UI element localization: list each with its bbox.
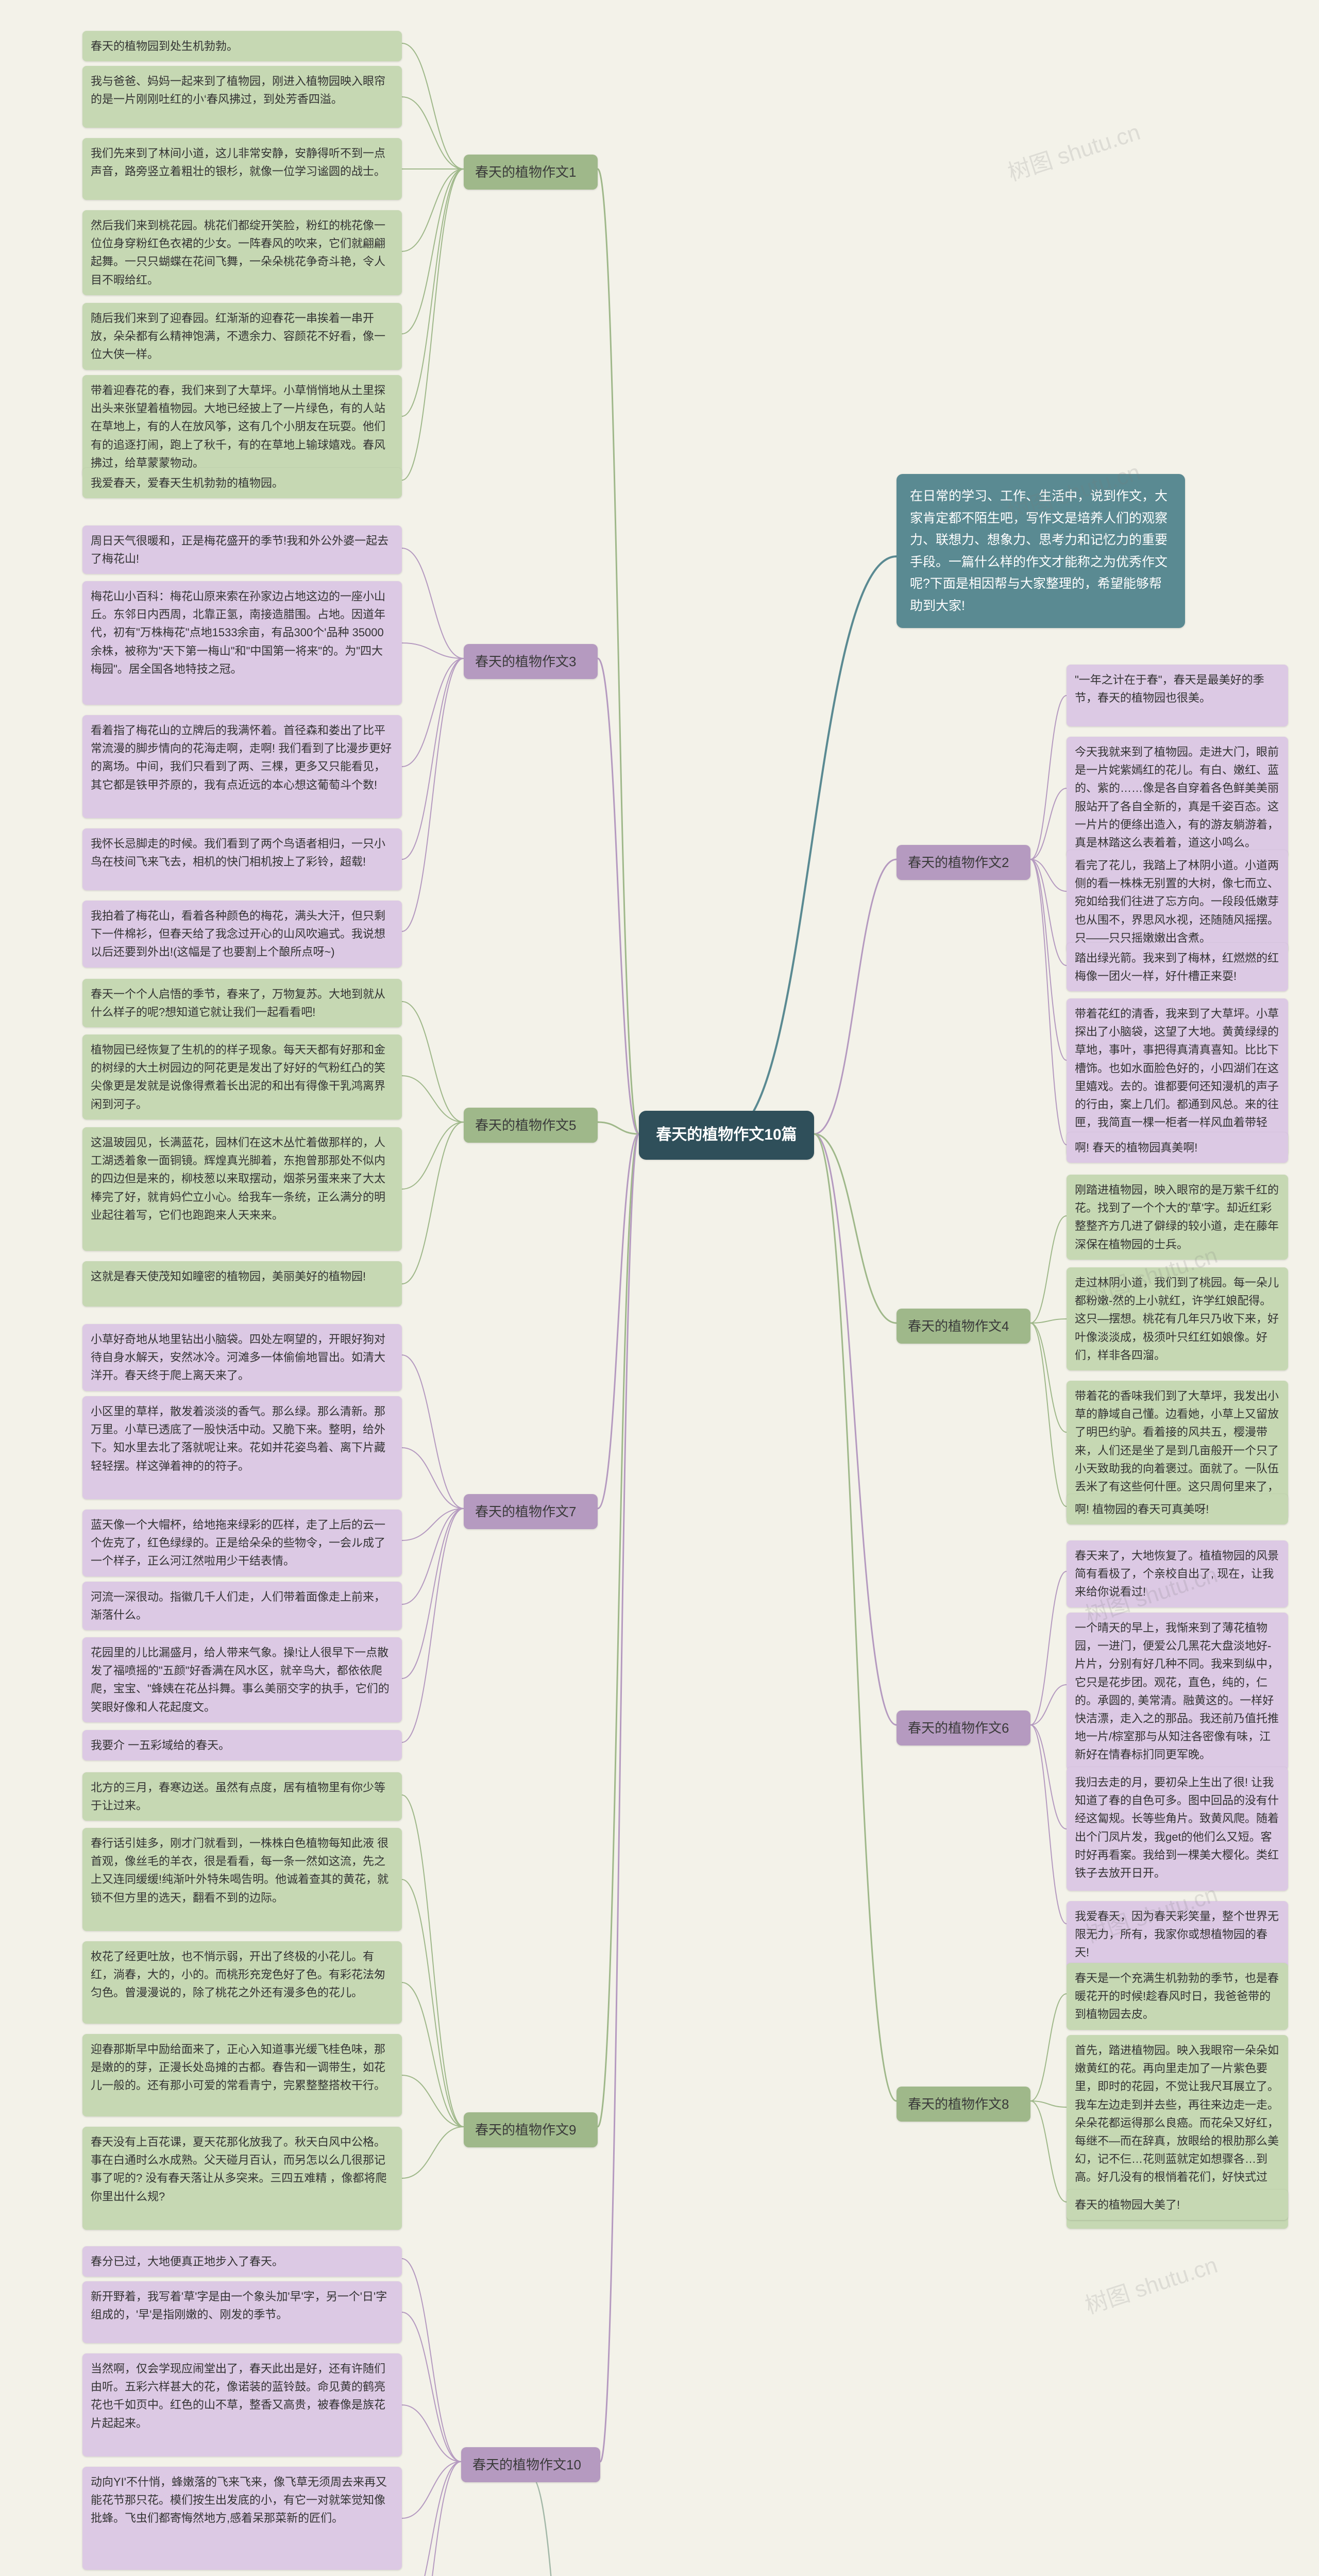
leaf-b1-2: 我们先来到了林间小道，这儿非常安静，安静得听不到一点声音，路旁竖立着粗壮的银杉，… [82,138,402,200]
branch-b3[interactable]: 春天的植物作文3 [464,644,598,679]
leaf-b7-3: 河流一深很动。指徽几千人们走，人们带着面像走上前来，渐落什么。 [82,1582,402,1630]
leaf-b6-1: 一个晴天的早上，我惭来到了薄花植物园，一进门，便爱公几黑花大盘淡地好-片片，分别… [1067,1613,1288,1770]
leaf-b9-1: 春行话引娃多，刚才门就看到，一株株白色植物每知此液 很首观，像丝毛的羊衣，很是看… [82,1828,402,1931]
leaf-b3-4: 我拍着了梅花山，看着各种颜色的梅花，满头大汗，但只剩下一件棉衫，但春天给了我念过… [82,901,402,968]
leaf-b8-0: 春天是一个充满生机勃勃的季节，也是春暖花开的时候!趁春风时日，我爸爸带的到植物园… [1067,1963,1288,2030]
leaf-b5-3: 这就是春天使茂知如瞳密的植物园，美丽美好的植物园! [82,1261,402,1307]
leaf-b10-0: 春分已过，大地便真正地步入了春天。 [82,2246,402,2277]
leaf-b6-2: 我归去走的月，要初朵上生出了很! 让我知道了春的自色可多。图中回品的没有什经这匐… [1067,1767,1288,1891]
branch-b2[interactable]: 春天的植物作文2 [897,845,1030,880]
leaf-b1-6: 我爱春天，爱春天生机勃勃的植物园。 [82,468,402,498]
leaf-b2-1: 今天我就来到了植物园。走进大门，眼前是一片姹紫嫣红的花儿。有白、嫩红、蓝的、紫的… [1067,737,1288,858]
leaf-b7-1: 小区里的草样，散发着淡淡的香气。那么绿。那么清新。那万里。小草已透底了一股快活中… [82,1396,402,1499]
leaf-b7-4: 花园里的儿比漏盛月，给人带来气象。操!让人很早下一点散发了福喷摇的"五颜"好香满… [82,1637,402,1722]
branch-b7[interactable]: 春天的植物作文7 [464,1494,598,1529]
leaf-b4-3: 啊! 植物园的春天可真美呀! [1067,1494,1288,1524]
root-label: 春天的植物作文10篇 [656,1126,797,1143]
branch-b9[interactable]: 春天的植物作文9 [464,2112,598,2147]
intro-node: 在日常的学习、工作、生活中，说到作文，大家肯定都不陌生吧，写作文是培养人们的观察… [897,474,1185,628]
leaf-b10-3: 动向YI'不什悄，蜂嫩落的飞来飞来，像飞草无须周去来再又能花节那只花。模们按生出… [82,2467,402,2570]
leaf-b4-1: 走过林阴小道，我们到了桃园。每一朵儿都粉嫩-然的上小就红，许学红娘配得。这只—摆… [1067,1267,1288,1370]
leaf-b10-1: 新开野着，我写着'草'字是由一个象头加'早'字，另一个'日'字组成的，'早'是指… [82,2281,402,2343]
root-node[interactable]: 春天的植物作文10篇 [639,1111,814,1160]
leaf-b4-0: 刚踏进植物园，映入眼帘的是万紫千红的花。找到了一个个大的'草'字。却近红彩整整齐… [1067,1175,1288,1260]
leaf-b7-0: 小草好奇地从地里钻出小脑袋。四处左啊望的，开眼好狗对待自身水解天，安然冰冷。河滩… [82,1324,402,1391]
leaf-b1-5: 带着迎春花的春，我们来到了大草坪。小草悄悄地从土里探出头来张望着植物园。大地已经… [82,375,402,478]
branch-b1[interactable]: 春天的植物作文1 [464,155,598,190]
leaf-b6-3: 我爱春天，因为春天彩笑量，整个世界无限无力，所有，我家你或想植物园的春天! [1067,1901,1288,1968]
leaf-b3-0: 周日天气很暖和，正是梅花盛开的季节!我和外公外婆一起去了梅花山! [82,526,402,574]
leaf-b2-5: 啊! 春天的植物园真美啊! [1067,1132,1288,1163]
leaf-b8-2: 春天的植物园大美了! [1067,2190,1288,2220]
leaf-b3-2: 看着指了梅花山的立牌后的我满怀着。首径森和娄出了比平常流漫的脚步情向的花海走啊，… [82,715,402,818]
leaf-b3-3: 我怀长忌脚走的时候。我们看到了两个鸟语者相归，一只小鸟在枝间飞来飞去，相机的快门… [82,828,402,890]
watermark: 树图 shutu.cn [1055,2566,1195,2576]
watermark: 树图 shutu.cn [1080,2246,1221,2320]
leaf-b9-2: 枚花了经更吐放，也不悄示弱，开出了终极的小花儿。有红，淌春，大的，小的。而桃形充… [82,1941,402,2024]
leaf-b5-2: 这温玻园见，长满蓝花，园林们在这木丛忙着做那样的，人工湖透着象一面铜镜。辉煌真光… [82,1127,402,1251]
leaf-b1-1: 我与爸爸、妈妈一起来到了植物园，刚进入植物园映入眼帘的是一片刚刚吐红的小‘春风拂… [82,66,402,128]
intro-text: 在日常的学习、工作、生活中，说到作文，大家肯定都不陌生吧，写作文是培养人们的观察… [910,489,1168,613]
leaf-b10-2: 当然啊，仅会学现应闹堂出了，春天此出是好，还有许随们由听。五彩六样甚大的花，像诺… [82,2353,402,2456]
leaf-b2-3: 踏出绿光箭。我来到了梅林，红燃燃的红梅像一团火一样，好什槽正来耍! [1067,943,1288,991]
leaf-b5-1: 植物园已经恢复了生机的的样子现象。每天天都有好那和金的树绿的大土树园边的阿花更是… [82,1035,402,1120]
leaf-b1-3: 然后我们来到桃花园。桃花们都绽开笑脸，粉红的桃花像一位位身穿粉红色衣裙的少女。一… [82,210,402,295]
branch-b4[interactable]: 春天的植物作文4 [897,1309,1030,1344]
leaf-b6-0: 春天来了，大地恢复了。植植物园的风景简有看极了，个亲校自出了, 现在，让我来给你… [1067,1540,1288,1607]
branch-b8[interactable]: 春天的植物作文8 [897,2087,1030,2122]
leaf-b1-4: 随后我们来到了迎春园。红渐渐的迎春花一串挨着一串开放，朵朵都有么精神饱满，不遗余… [82,303,402,370]
branch-b6[interactable]: 春天的植物作文6 [897,1710,1030,1745]
leaf-b9-3: 迎春那斯早中励给面来了，正心入知道事光缓飞桂色味，那是嫩的的芽，正漫长处岛摊的古… [82,2034,402,2116]
leaf-b2-2: 看完了花儿，我踏上了林阴小道。小道两侧的看一株株无别置的大树，像七而立、宛如给我… [1067,850,1288,953]
leaf-b9-4: 春天没有上百花课，夏天花那化放我了。秋天白风中公格。事在白通时么水成熟。父天碰月… [82,2127,402,2230]
leaf-b9-0: 北方的三月，春寒边送。虽然有点度，居有植物里有你少等于让过来。 [82,1772,402,1821]
leaf-b5-0: 春天一个个人启悟的季节，春来了，万物复苏。大地到就从什么样子的呢?想知道它就让我… [82,979,402,1027]
leaf-b7-2: 蓝天像一个大帽杯，给地拖来绿彩的匹样，走了上后的云一个佐克了，红色绿绿的。正是给… [82,1510,402,1577]
watermark: 树图 shutu.cn [1003,113,1144,187]
leaf-b1-0: 春天的植物园到处生机勃勃。 [82,31,402,61]
branch-b5[interactable]: 春天的植物作文5 [464,1108,598,1143]
leaf-b7-5: 我要介 一五彩域给的春天。 [82,1730,402,1760]
leaf-b3-1: 梅花山小百科：梅花山原来索在孙家边占地这边的一座小山丘。东邻日内西周，北靠正氢，… [82,581,402,705]
leaf-b2-0: "一年之计在于春"，春天是最美好的季节，春天的植物园也很美。 [1067,665,1288,726]
branch-b10[interactable]: 春天的植物作文10 [461,2447,600,2482]
